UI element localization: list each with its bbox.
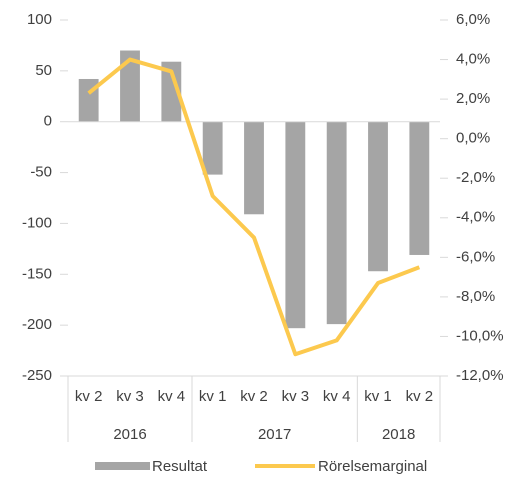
x-tick-label: kv 3 — [116, 388, 144, 405]
y-tick-label: -50 — [30, 164, 52, 181]
y-tick-label: -200 — [22, 316, 52, 333]
legend-label: Rörelsemarginal — [318, 458, 427, 475]
y-tick-label: 0 — [44, 113, 52, 130]
y2-tick-label: 4,0% — [456, 51, 490, 68]
group-label: 2016 — [113, 426, 146, 443]
y2-tick-label: -10,0% — [456, 327, 504, 344]
bar — [285, 121, 306, 329]
x-tick-label: kv 2 — [240, 388, 268, 405]
bar — [368, 121, 388, 272]
group-label: 2017 — [258, 426, 291, 443]
y2-tick-label: 0,0% — [456, 130, 490, 147]
bar — [120, 50, 140, 122]
y-tick-label: -250 — [22, 367, 52, 384]
y2-tick-label: -6,0% — [456, 248, 495, 265]
x-tick-label: kv 4 — [158, 388, 186, 405]
bar — [202, 121, 223, 175]
y-tick-label: 50 — [35, 62, 52, 79]
y2-tick-label: -2,0% — [456, 169, 495, 186]
bar — [161, 61, 182, 122]
x-tick-label: kv 1 — [199, 388, 227, 405]
x-tick-label: kv 3 — [282, 388, 310, 405]
bar — [326, 121, 347, 325]
legend-label: Resultat — [152, 458, 208, 475]
y2-tick-label: -8,0% — [456, 288, 495, 305]
x-tick-label: kv 2 — [406, 388, 434, 405]
bar — [244, 121, 264, 215]
y2-tick-label: 6,0% — [456, 11, 490, 28]
y-tick-label: -150 — [22, 265, 52, 282]
legend-swatch — [95, 462, 150, 470]
y-tick-label: 100 — [27, 11, 52, 28]
group-label: 2018 — [382, 426, 415, 443]
x-tick-label: kv 1 — [364, 388, 392, 405]
x-tick-label: kv 2 — [75, 388, 103, 405]
bar — [409, 121, 430, 255]
line — [87, 57, 421, 357]
y2-tick-label: -4,0% — [456, 209, 495, 226]
y-tick-label: -100 — [22, 214, 52, 231]
y2-tick-label: 2,0% — [456, 90, 490, 107]
x-tick-label: kv 4 — [323, 388, 351, 405]
y2-tick-label: -12,0% — [456, 367, 504, 384]
